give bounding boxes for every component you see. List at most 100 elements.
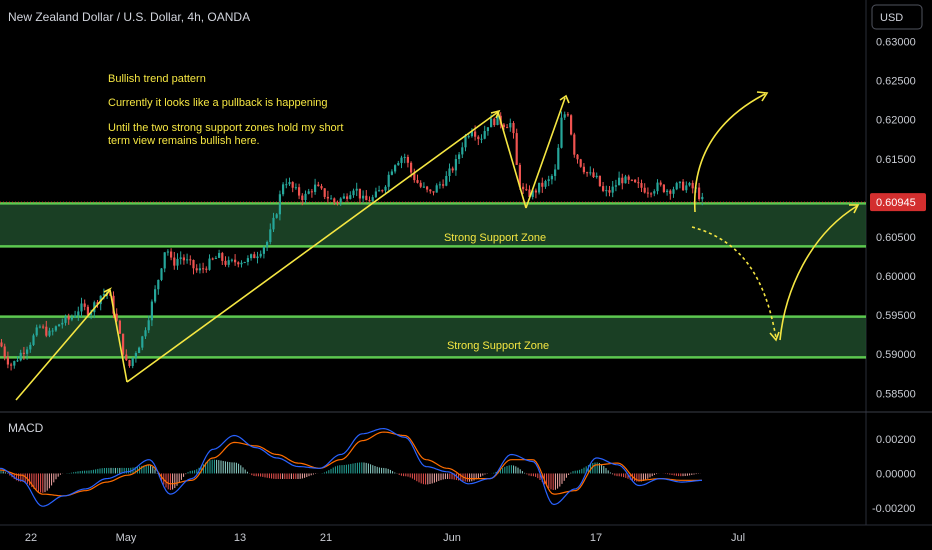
candle-body xyxy=(470,131,473,137)
time-tick-label: Jun xyxy=(443,532,461,544)
candle-body xyxy=(349,195,352,199)
macd-histogram xyxy=(0,459,704,493)
candle-body xyxy=(602,186,605,191)
candle-body xyxy=(35,327,38,336)
candle-body xyxy=(586,172,589,174)
candle-body xyxy=(198,268,201,271)
price-tick-label: 0.58500 xyxy=(876,388,916,400)
candle-body xyxy=(301,195,304,201)
candle-body xyxy=(29,344,32,350)
price-tick-label: 0.61500 xyxy=(876,154,916,166)
candle-body xyxy=(432,191,435,193)
candle-body xyxy=(400,157,403,163)
candle-body xyxy=(42,326,45,328)
trendline-zigzag-4[interactable] xyxy=(525,97,566,209)
candle-body xyxy=(522,186,525,190)
candle-body xyxy=(195,268,198,271)
price-tick-label: 0.63000 xyxy=(876,37,916,49)
candle-body xyxy=(608,190,611,193)
candle-body xyxy=(531,190,534,198)
candle-body xyxy=(378,190,381,192)
candle-body xyxy=(579,159,582,167)
candle-body xyxy=(678,181,681,184)
candle-body xyxy=(618,177,621,186)
support-zones xyxy=(0,202,866,359)
candle-body xyxy=(45,326,48,336)
candle-body xyxy=(141,336,144,348)
candle-body xyxy=(490,118,493,128)
price-axis[interactable]: 0.630000.625000.620000.615000.610000.605… xyxy=(876,37,916,401)
candle-body xyxy=(147,320,150,331)
candle-body xyxy=(214,257,217,259)
macd-line xyxy=(0,427,702,507)
candle-body xyxy=(458,154,461,160)
candle-body xyxy=(595,175,598,178)
candle-body xyxy=(102,294,105,296)
candle-body xyxy=(138,347,141,354)
price-tick-label: 0.62500 xyxy=(876,76,916,88)
candle-body xyxy=(429,189,432,192)
trendline-zigzag-1[interactable] xyxy=(15,289,111,401)
time-tick-label: 22 xyxy=(25,532,37,544)
currency-button-frame[interactable] xyxy=(871,4,923,30)
candle-body xyxy=(336,202,339,204)
candle-body xyxy=(656,182,659,192)
candle-body xyxy=(333,198,336,203)
candle-body xyxy=(307,191,310,194)
trendline-rising-long[interactable] xyxy=(126,111,499,383)
candle-body xyxy=(365,195,368,201)
candle-body xyxy=(653,191,656,194)
annotation-line-3: Until the two strong support zones hold … xyxy=(108,122,343,134)
time-tick-label: 21 xyxy=(320,532,332,544)
candle-body xyxy=(250,254,253,259)
support-zone-upper[interactable] xyxy=(0,203,866,247)
candle-body xyxy=(419,182,422,187)
candle-body xyxy=(61,322,64,325)
candle-body xyxy=(16,360,19,362)
candle-body xyxy=(262,247,265,254)
projection-curve-down-dashed[interactable] xyxy=(691,226,777,339)
candle-body xyxy=(483,131,486,139)
trendline-zigzag-2[interactable] xyxy=(109,289,128,383)
candle-body xyxy=(310,191,313,193)
candle-body xyxy=(352,190,355,196)
candle-body xyxy=(358,188,361,199)
candle-body xyxy=(192,260,195,269)
candle-body xyxy=(547,179,550,182)
candle-body xyxy=(240,262,243,265)
currency-button-label[interactable]: USD xyxy=(880,12,903,24)
candle-body xyxy=(381,190,384,192)
time-axis[interactable]: 22 May 13 21 Jun 17 Jul xyxy=(25,532,745,544)
candle-body xyxy=(160,268,163,280)
candle-body xyxy=(554,169,557,176)
candle-body xyxy=(486,127,489,132)
support-zone-lower[interactable] xyxy=(0,316,866,358)
candle-body xyxy=(186,259,189,261)
candle-body xyxy=(461,147,464,155)
currency-button[interactable]: USD xyxy=(871,4,923,30)
candle-body xyxy=(454,159,457,171)
candle-body xyxy=(266,241,269,248)
candle-body xyxy=(544,181,547,187)
candle-body xyxy=(560,117,563,148)
candle-body xyxy=(550,175,553,180)
candle-body xyxy=(621,177,624,184)
last-price-tag-value: 0.60945 xyxy=(876,197,916,209)
candle-body xyxy=(688,182,691,186)
candle-body xyxy=(243,261,246,263)
candle-body xyxy=(58,324,61,327)
trendline-zigzag-3[interactable] xyxy=(497,111,527,209)
candle-body xyxy=(390,171,393,175)
projection-curve-recovery[interactable] xyxy=(779,205,858,341)
candle-body xyxy=(326,196,329,199)
candle-body xyxy=(701,196,704,200)
candle-body xyxy=(650,193,653,195)
candle-body xyxy=(509,123,512,128)
candle-body xyxy=(570,115,573,135)
candle-body xyxy=(176,258,179,266)
candle-body xyxy=(224,260,227,265)
candle-body xyxy=(182,257,185,261)
projection-curve-up[interactable] xyxy=(693,93,766,213)
